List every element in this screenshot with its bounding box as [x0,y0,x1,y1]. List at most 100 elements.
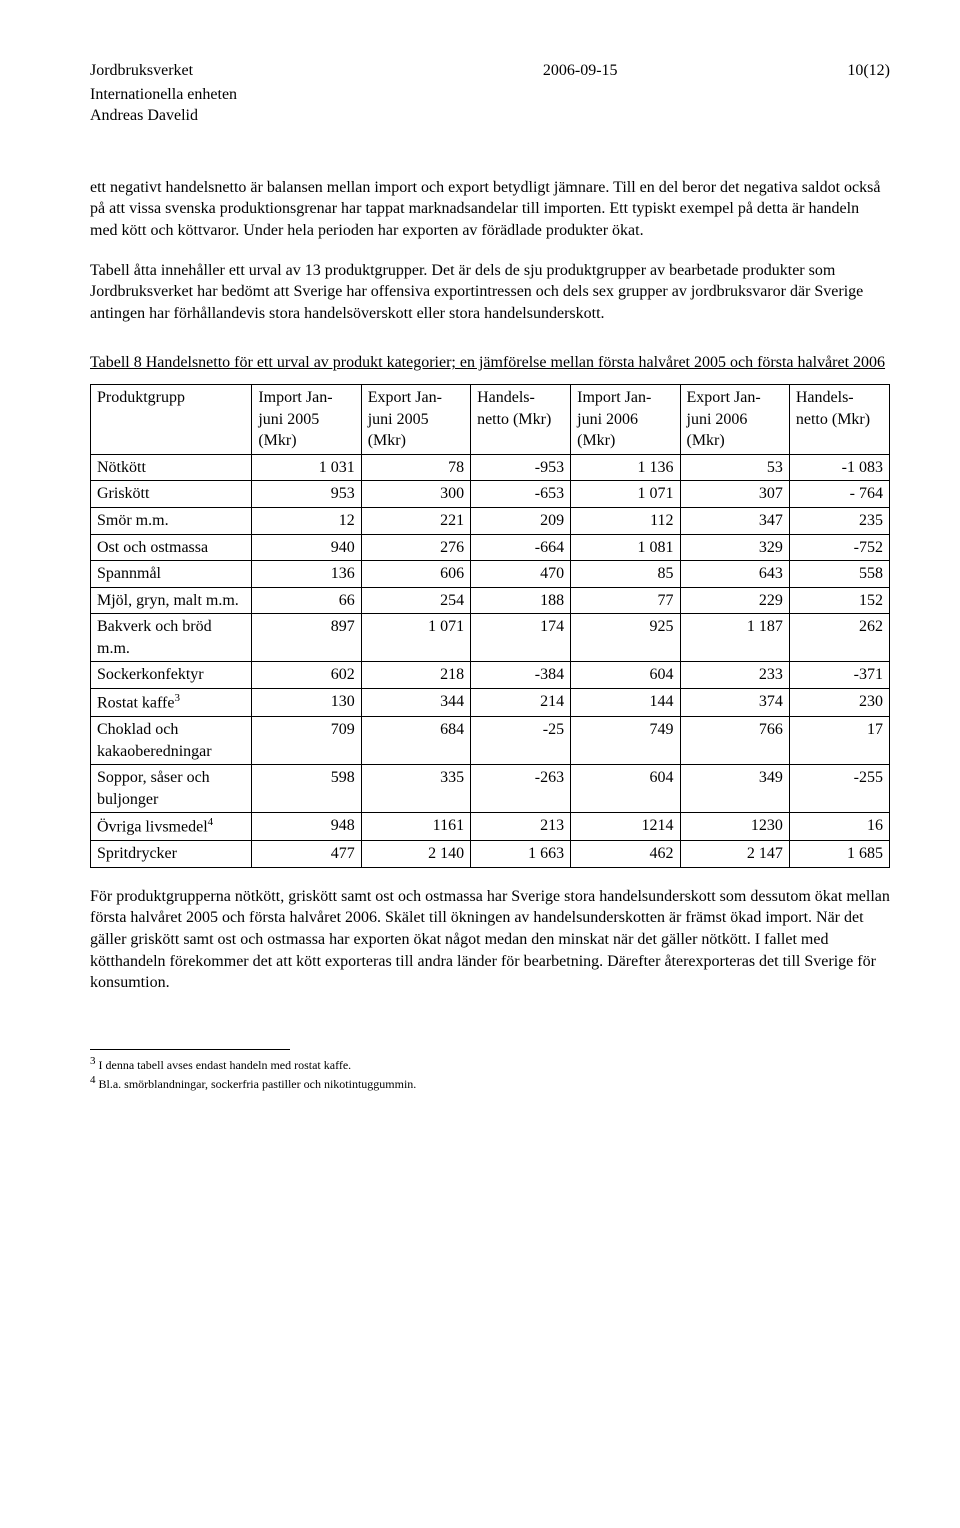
row-value: 1 663 [471,841,571,868]
row-value: 709 [252,716,361,764]
row-value: 233 [680,662,789,689]
row-label: Bakverk och bröd m.m. [91,614,252,662]
row-value: 1 187 [680,614,789,662]
table-row: Övriga livsmedel494811612131214123016 [91,813,890,841]
row-value: 213 [471,813,571,841]
header-unit: Internationella enheten [90,84,890,106]
table-caption: Tabell 8 Handelsnetto för ett urval av p… [90,352,890,374]
row-value: 349 [680,765,789,813]
table-row: Spritdrycker4772 1401 6634622 1471 685 [91,841,890,868]
table-row: Spannmål13660647085643558 [91,561,890,588]
row-value: 188 [471,587,571,614]
row-value: 300 [361,481,470,508]
row-value: 2 147 [680,841,789,868]
header-org: Jordbruksverket [90,60,193,82]
row-label: Rostat kaffe3 [91,689,252,717]
row-value: 598 [252,765,361,813]
row-value: 1230 [680,813,789,841]
row-value: 276 [361,534,470,561]
row-value: 78 [361,454,470,481]
row-value: 347 [680,507,789,534]
row-value: 1 081 [571,534,680,561]
row-label: Nötkött [91,454,252,481]
row-value: 235 [789,507,889,534]
row-value: 684 [361,716,470,764]
row-value: -384 [471,662,571,689]
header-author: Andreas Davelid [90,105,890,127]
row-value: 214 [471,689,571,717]
row-value: -953 [471,454,571,481]
page-header: Jordbruksverket 2006-09-15 10(12) [90,60,890,82]
row-value: 470 [471,561,571,588]
row-label: Spritdrycker [91,841,252,868]
row-value: 85 [571,561,680,588]
table-row: Sockerkonfektyr602218-384604233-371 [91,662,890,689]
row-value: 925 [571,614,680,662]
row-value: 130 [252,689,361,717]
row-value: 953 [252,481,361,508]
table-header-row: Produktgrupp Import Jan-juni 2005 (Mkr) … [91,384,890,454]
row-value: 604 [571,765,680,813]
row-value: 254 [361,587,470,614]
row-value: 16 [789,813,889,841]
row-value: 77 [571,587,680,614]
table-row: Mjöl, gryn, malt m.m.6625418877229152 [91,587,890,614]
row-value: -263 [471,765,571,813]
row-value: 558 [789,561,889,588]
header-date: 2006-09-15 [543,60,618,82]
footnote-3: 3 I denna tabell avses endast handeln me… [90,1054,890,1074]
row-value: 2 140 [361,841,470,868]
row-value: 344 [361,689,470,717]
table-row: Rostat kaffe3130344214144374230 [91,689,890,717]
row-value: 209 [471,507,571,534]
paragraph-1: ett negativt handelsnetto är balansen me… [90,177,890,242]
row-value: -255 [789,765,889,813]
row-value: 606 [361,561,470,588]
row-value: 1 685 [789,841,889,868]
col-header: Produktgrupp [91,384,252,454]
row-label: Smör m.m. [91,507,252,534]
row-value: 229 [680,587,789,614]
row-value: 643 [680,561,789,588]
row-value: -371 [789,662,889,689]
row-value: 230 [789,689,889,717]
table-row: Bakverk och bröd m.m.8971 0711749251 187… [91,614,890,662]
row-value: 766 [680,716,789,764]
row-value: 218 [361,662,470,689]
row-value: 462 [571,841,680,868]
row-value: - 764 [789,481,889,508]
row-label: Mjöl, gryn, malt m.m. [91,587,252,614]
row-value: 1 136 [571,454,680,481]
row-value: 152 [789,587,889,614]
row-label: Griskött [91,481,252,508]
col-header: Handels-netto (Mkr) [471,384,571,454]
row-label: Sockerkonfektyr [91,662,252,689]
row-value: 329 [680,534,789,561]
row-value: -1 083 [789,454,889,481]
row-value: 749 [571,716,680,764]
row-value: 1 071 [361,614,470,662]
row-value: 477 [252,841,361,868]
row-label: Ost och ostmassa [91,534,252,561]
row-value: 66 [252,587,361,614]
col-header: Import Jan-juni 2006 (Mkr) [571,384,680,454]
paragraph-2: Tabell åtta innehåller ett urval av 13 p… [90,260,890,325]
table-row: Ost och ostmassa940276-6641 081329-752 [91,534,890,561]
row-value: 17 [789,716,889,764]
data-table: Produktgrupp Import Jan-juni 2005 (Mkr) … [90,384,890,868]
row-value: 948 [252,813,361,841]
table-row: Nötkött1 03178-9531 13653-1 083 [91,454,890,481]
footnote-4: 4 Bl.a. smörblandningar, sockerfria past… [90,1073,890,1093]
row-value: 1 031 [252,454,361,481]
row-value: 374 [680,689,789,717]
row-value: 112 [571,507,680,534]
row-value: -664 [471,534,571,561]
row-value: 335 [361,765,470,813]
col-header: Export Jan-juni 2006 (Mkr) [680,384,789,454]
row-value: 174 [471,614,571,662]
col-header: Import Jan-juni 2005 (Mkr) [252,384,361,454]
row-value: 53 [680,454,789,481]
table-row: Smör m.m.12221209112347235 [91,507,890,534]
row-label: Soppor, såser och buljonger [91,765,252,813]
paragraph-3: För produktgrupperna nötkött, griskött s… [90,886,890,994]
